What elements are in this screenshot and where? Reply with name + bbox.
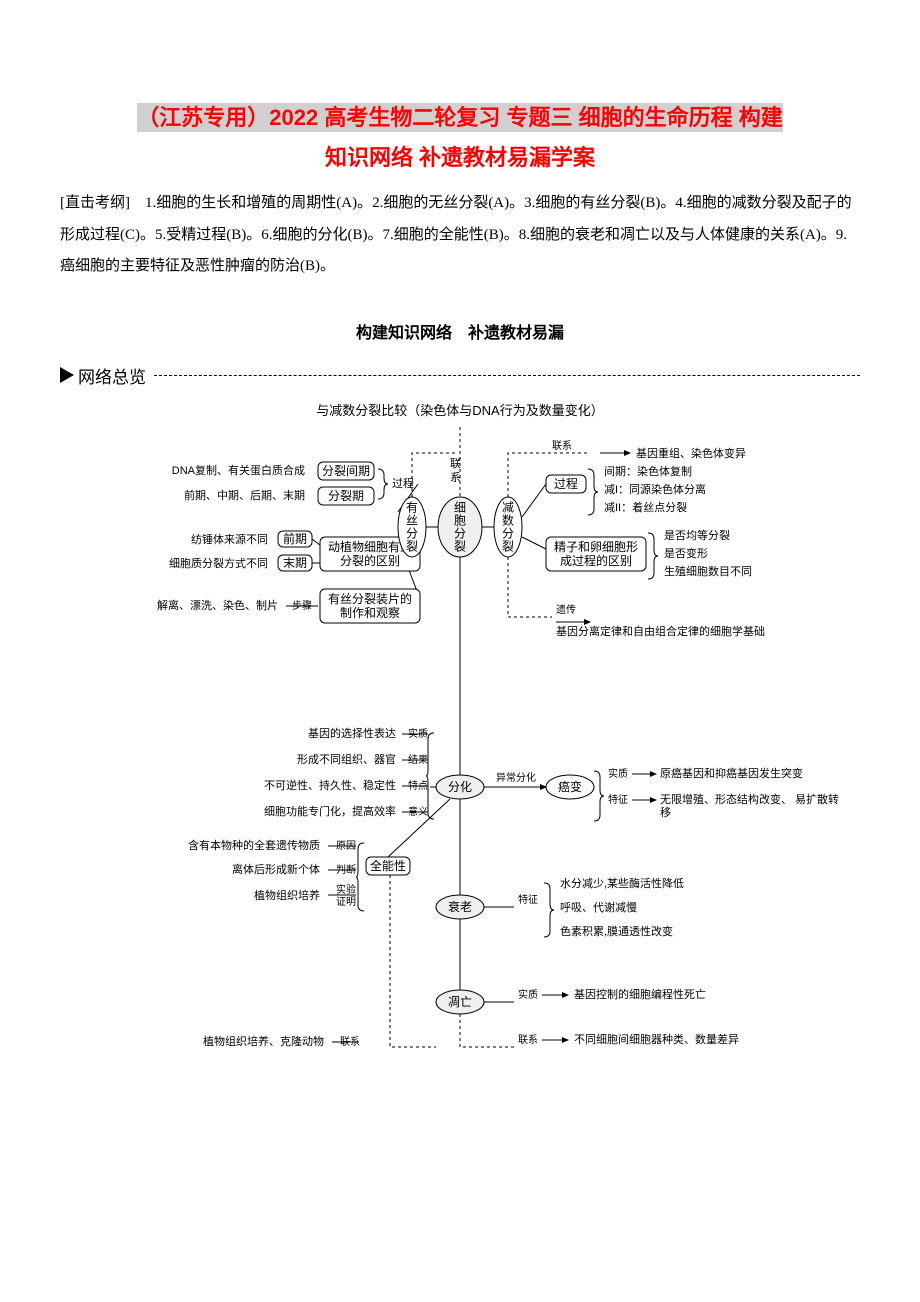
svg-text:原因: 原因 bbox=[336, 840, 356, 852]
network-heading-label: 网络总览 bbox=[78, 363, 146, 388]
svg-text:凋亡: 凋亡 bbox=[448, 995, 472, 1009]
svg-text:含有本物种的全套遗传物质: 含有本物种的全套遗传物质 bbox=[188, 838, 320, 852]
svg-text:癌变: 癌变 bbox=[558, 779, 582, 794]
svg-text:遗传: 遗传 bbox=[556, 603, 576, 616]
section-title: 构建知识网络 补遗教材易漏 bbox=[60, 319, 860, 343]
dashed-line bbox=[154, 375, 860, 376]
svg-text:裂: 裂 bbox=[502, 539, 514, 553]
svg-text:纺锤体来源不同: 纺锤体来源不同 bbox=[191, 532, 268, 546]
svg-text:制作和观察: 制作和观察 bbox=[340, 606, 400, 620]
svg-text:间期：染色体复制: 间期：染色体复制 bbox=[604, 464, 692, 478]
svg-text:分: 分 bbox=[406, 526, 418, 540]
network-heading: 网络总览 bbox=[60, 363, 860, 388]
svg-text:呼吸、代谢减慢: 呼吸、代谢减慢 bbox=[560, 900, 637, 914]
svg-text:判断: 判断 bbox=[336, 863, 356, 876]
triangle-icon bbox=[60, 367, 74, 383]
svg-text:细: 细 bbox=[454, 500, 466, 514]
svg-text:不可逆性、持久性、稳定性: 不可逆性、持久性、稳定性 bbox=[264, 778, 396, 792]
svg-text:胞: 胞 bbox=[454, 513, 466, 527]
svg-text:特征: 特征 bbox=[518, 894, 538, 906]
svg-text:是否均等分裂: 是否均等分裂 bbox=[664, 528, 730, 542]
diagram-svg: 分裂间期分裂期动植物细胞有丝分裂的区别前期末期有丝分裂装片的制作和观察过程精子和… bbox=[60, 427, 860, 1107]
svg-text:联系: 联系 bbox=[340, 1036, 360, 1048]
svg-text:基因分离定律和自由组合定律的细胞学基础: 基因分离定律和自由组合定律的细胞学基础 bbox=[556, 624, 765, 638]
svg-text:前期、中期、后期、末期: 前期、中期、后期、末期 bbox=[184, 488, 305, 502]
svg-text:意义: 意义 bbox=[408, 805, 428, 818]
svg-text:解离、漂洗、染色、制片: 解离、漂洗、染色、制片 bbox=[157, 598, 278, 612]
svg-text:异常分化: 异常分化 bbox=[496, 771, 536, 784]
svg-text:是否变形: 是否变形 bbox=[664, 546, 708, 560]
svg-text:实验: 实验 bbox=[336, 883, 356, 896]
svg-text:有: 有 bbox=[406, 500, 418, 514]
svg-text:实质: 实质 bbox=[408, 727, 428, 740]
svg-text:减: 减 bbox=[502, 500, 514, 514]
svg-text:裂: 裂 bbox=[406, 539, 418, 553]
svg-text:移: 移 bbox=[660, 806, 671, 819]
svg-text:水分减少,某些酶活性降低: 水分减少,某些酶活性降低 bbox=[560, 876, 684, 890]
svg-text:特点: 特点 bbox=[408, 780, 428, 792]
svg-text:实质: 实质 bbox=[518, 988, 538, 1001]
svg-text:原癌基因和抑癌基因发生突变: 原癌基因和抑癌基因发生突变 bbox=[660, 766, 803, 780]
svg-text:末期: 末期 bbox=[283, 556, 307, 570]
svg-text:细胞功能专门化，提高效率: 细胞功能专门化，提高效率 bbox=[264, 804, 396, 818]
svg-text:基因的选择性表达: 基因的选择性表达 bbox=[308, 726, 396, 740]
svg-text:色素积累,膜通透性改变: 色素积累,膜通透性改变 bbox=[560, 924, 673, 938]
svg-text:分裂的区别: 分裂的区别 bbox=[340, 553, 400, 568]
svg-text:精子和卵细胞形: 精子和卵细胞形 bbox=[554, 540, 638, 554]
svg-text:过程: 过程 bbox=[392, 477, 414, 490]
svg-text:不同细胞间细胞器种类、数量差异: 不同细胞间细胞器种类、数量差异 bbox=[574, 1032, 739, 1046]
svg-text:减II：着丝点分裂: 减II：着丝点分裂 bbox=[604, 500, 687, 514]
diagram-top-label: 与减数分裂比较（染色体与DNA行为及数量变化） bbox=[60, 400, 860, 419]
svg-text:衰老: 衰老 bbox=[448, 899, 472, 914]
title-line1: （江苏专用）2022 高考生物二轮复习 专题三 细胞的生命历程 构建 bbox=[137, 103, 782, 132]
svg-text:证明: 证明 bbox=[336, 896, 356, 908]
svg-text:全能性: 全能性 bbox=[370, 858, 406, 873]
svg-text:生殖细胞数目不同: 生殖细胞数目不同 bbox=[664, 564, 752, 578]
svg-text:特征: 特征 bbox=[608, 794, 628, 806]
svg-text:步骤: 步骤 bbox=[292, 600, 312, 612]
svg-text:分: 分 bbox=[454, 526, 466, 540]
svg-text:实质: 实质 bbox=[608, 767, 628, 780]
svg-text:联系: 联系 bbox=[518, 1034, 538, 1046]
svg-text:分裂间期: 分裂间期 bbox=[322, 464, 370, 478]
svg-text:无限增殖、形态结构改变、 易扩散转: 无限增殖、形态结构改变、 易扩散转 bbox=[660, 792, 839, 806]
svg-text:基因重组、染色体变异: 基因重组、染色体变异 bbox=[636, 446, 746, 460]
svg-text:分化: 分化 bbox=[448, 780, 472, 794]
svg-text:分裂期: 分裂期 bbox=[328, 489, 364, 503]
svg-text:前期: 前期 bbox=[283, 531, 307, 546]
svg-text:有丝分裂装片的: 有丝分裂装片的 bbox=[328, 591, 412, 606]
svg-text:减I：同源染色体分离: 减I：同源染色体分离 bbox=[604, 482, 706, 496]
svg-text:基因控制的细胞编程性死亡: 基因控制的细胞编程性死亡 bbox=[574, 987, 706, 1001]
svg-text:过程: 过程 bbox=[554, 476, 578, 491]
svg-text:数: 数 bbox=[502, 512, 514, 527]
svg-text:结果: 结果 bbox=[408, 753, 428, 766]
concept-diagram: 与减数分裂比较（染色体与DNA行为及数量变化） 分裂间期分裂期动植物细胞有丝分裂… bbox=[60, 400, 860, 1107]
svg-text:系: 系 bbox=[450, 471, 461, 484]
title-line2: 知识网络 补遗教材易漏学案 bbox=[60, 140, 860, 172]
intro-text: [直击考纲] 1.细胞的生长和增殖的周期性(A)。2.细胞的无丝分裂(A)。3.… bbox=[60, 188, 860, 283]
svg-text:联: 联 bbox=[450, 457, 461, 470]
svg-text:分: 分 bbox=[502, 526, 514, 540]
svg-text:形成不同组织、器官: 形成不同组织、器官 bbox=[297, 752, 396, 766]
svg-text:细胞质分裂方式不同: 细胞质分裂方式不同 bbox=[169, 556, 268, 570]
svg-text:离体后形成新个体: 离体后形成新个体 bbox=[232, 862, 320, 876]
svg-text:植物组织培养: 植物组织培养 bbox=[254, 888, 320, 902]
svg-text:成过程的区别: 成过程的区别 bbox=[560, 553, 632, 568]
svg-text:丝: 丝 bbox=[406, 513, 418, 527]
svg-text:联系: 联系 bbox=[552, 440, 572, 452]
svg-text:植物组织培养、克隆动物: 植物组织培养、克隆动物 bbox=[203, 1034, 324, 1048]
svg-text:裂: 裂 bbox=[454, 539, 466, 553]
svg-text:DNA复制、有关蛋白质合成: DNA复制、有关蛋白质合成 bbox=[172, 463, 305, 477]
